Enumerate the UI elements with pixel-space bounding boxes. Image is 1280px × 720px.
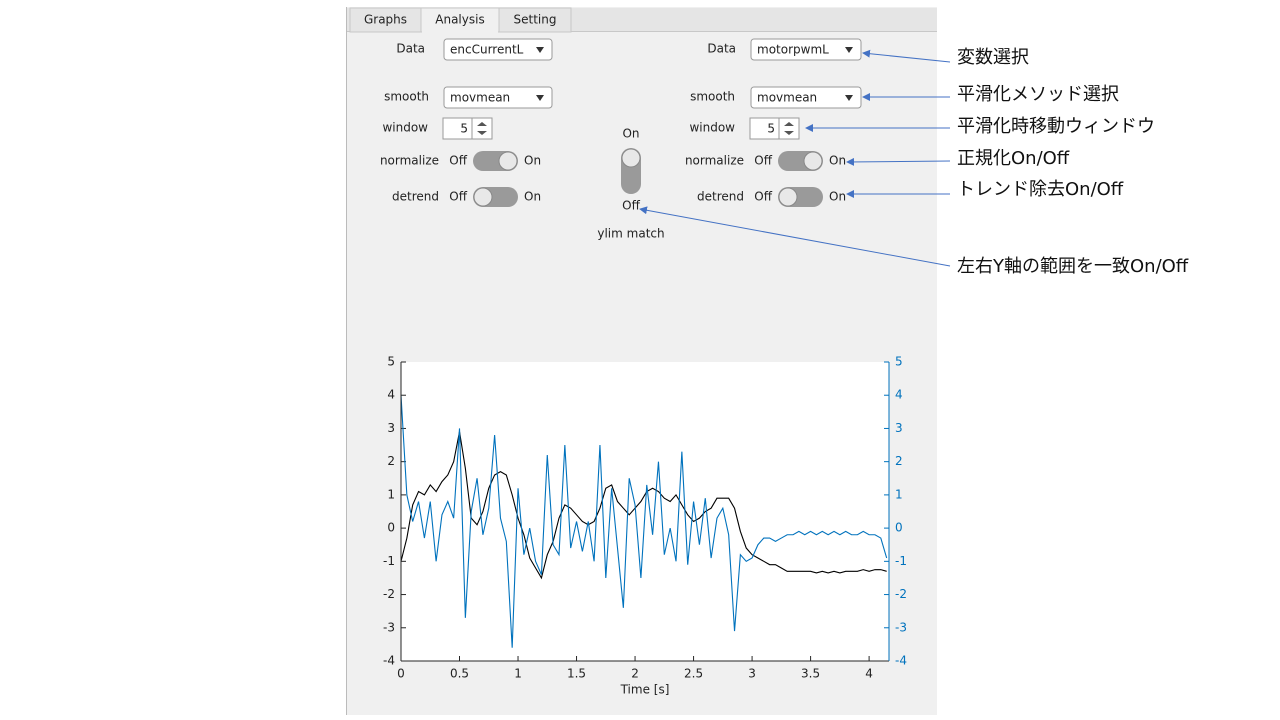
- y2-tick-label: 2: [895, 454, 903, 468]
- dropdown-arrow[interactable]: [536, 47, 544, 53]
- y-tick-label: -4: [383, 654, 395, 668]
- detrend-off-label: Off: [449, 190, 467, 204]
- normalize-label: normalize: [685, 154, 744, 168]
- y-tick-label: -1: [383, 554, 395, 568]
- x-tick-label: 4: [865, 667, 873, 681]
- x-tick-label: 3.5: [801, 667, 820, 681]
- dropdown[interactable]: [443, 38, 553, 61]
- dropdown-value[interactable]: movmean: [757, 91, 817, 105]
- spinner-down[interactable]: [477, 131, 487, 135]
- dropdown-arrow[interactable]: [536, 95, 544, 101]
- dropdown-value[interactable]: movmean: [450, 91, 510, 105]
- normalize-off-label: Off: [754, 154, 772, 168]
- annotation-arrow: [862, 49, 951, 63]
- toggle-knob[interactable]: [803, 151, 823, 171]
- toggle-knob[interactable]: [498, 151, 518, 171]
- tab[interactable]: [498, 7, 572, 33]
- data-line: [400, 395, 888, 648]
- data-label: Data: [396, 42, 425, 56]
- spinner[interactable]: [442, 117, 493, 140]
- spinner-up[interactable]: [477, 122, 487, 126]
- y2-tick-label: -3: [895, 620, 907, 634]
- dropdown-value[interactable]: motorpwmL: [757, 43, 829, 57]
- normalize-on-label: On: [829, 154, 846, 168]
- y-tick-label: -2: [383, 587, 395, 601]
- tab[interactable]: [420, 7, 500, 33]
- detrend-off-label: Off: [754, 190, 772, 204]
- detrend-on-label: On: [829, 190, 846, 204]
- y-tick-label: 2: [387, 454, 395, 468]
- y2-tick-label: 4: [895, 388, 903, 402]
- annotation-arrow: [639, 206, 951, 267]
- normalize-off-label: Off: [449, 154, 467, 168]
- y2-tick-label: 1: [895, 487, 903, 501]
- dropdown-value[interactable]: encCurrentL: [450, 43, 524, 57]
- y-tick-label: -3: [383, 620, 395, 634]
- spinner-value[interactable]: 5: [460, 122, 468, 136]
- dropdown-arrow[interactable]: [845, 95, 853, 101]
- x-tick-label: 0: [397, 667, 405, 681]
- x-tick-label: 2.5: [684, 667, 703, 681]
- toggle-knob[interactable]: [778, 187, 798, 207]
- spinner-up[interactable]: [784, 122, 794, 126]
- y-tick-label: 1: [387, 487, 395, 501]
- tab-label[interactable]: Setting: [514, 13, 557, 27]
- dropdown[interactable]: [750, 86, 862, 109]
- y2-tick-label: 0: [895, 521, 903, 535]
- y-tick-label: 4: [387, 388, 395, 402]
- detrend-label: detrend: [392, 190, 439, 204]
- y2-tick-label: -4: [895, 654, 907, 668]
- y-tick-label: 0: [387, 521, 395, 535]
- tab-active-cover: [422, 30, 498, 33]
- spinner-down[interactable]: [784, 131, 794, 135]
- spinner-value[interactable]: 5: [767, 122, 775, 136]
- spinner[interactable]: [749, 117, 800, 140]
- annotation: 正規化On/Off: [957, 148, 1070, 169]
- normalize-on-label: On: [524, 154, 541, 168]
- tab-label[interactable]: Graphs: [364, 13, 407, 27]
- ylim-off-label: Off: [622, 199, 640, 213]
- annotation: 左右Y軸の範囲を一致On/Off: [957, 256, 1189, 277]
- smooth-label: smooth: [690, 90, 735, 104]
- window-label: window: [689, 121, 735, 135]
- annotation: 変数選択: [957, 47, 1029, 68]
- annotation-arrow: [846, 157, 951, 166]
- dropdown[interactable]: [443, 86, 553, 109]
- y-tick-label: 5: [387, 355, 395, 369]
- annotation: トレンド除去On/Off: [957, 179, 1124, 200]
- dropdown-arrow[interactable]: [845, 47, 853, 53]
- ylim-on-label: On: [622, 127, 639, 141]
- y2-tick-label: 5: [895, 355, 903, 369]
- dropdown[interactable]: [750, 38, 862, 61]
- window-label: window: [382, 121, 428, 135]
- smooth-label: smooth: [384, 90, 429, 104]
- x-tick-label: 1.5: [567, 667, 586, 681]
- detrend-on-label: On: [524, 190, 541, 204]
- x-tick-label: 1: [514, 667, 522, 681]
- x-axis-label: Time [s]: [620, 683, 670, 697]
- ylim-knob[interactable]: [621, 148, 641, 168]
- y2-tick-label: -1: [895, 554, 907, 568]
- normalize-label: normalize: [380, 154, 439, 168]
- annotation: 平滑化メソッド選択: [957, 84, 1119, 105]
- annotation: 平滑化時移動ウィンドウ: [957, 116, 1155, 137]
- ylim-label: ylim match: [597, 227, 664, 241]
- x-tick-label: 3: [748, 667, 756, 681]
- y2-tick-label: 3: [895, 421, 903, 435]
- y2-tick-label: -2: [895, 587, 907, 601]
- x-tick-label: 2: [631, 667, 639, 681]
- data-label: Data: [707, 42, 736, 56]
- y-tick-label: 3: [387, 421, 395, 435]
- detrend-label: detrend: [697, 190, 744, 204]
- toggle-knob[interactable]: [473, 187, 493, 207]
- data-line: [400, 431, 887, 580]
- x-tick-label: 0.5: [450, 667, 469, 681]
- tab-label[interactable]: Analysis: [435, 13, 484, 27]
